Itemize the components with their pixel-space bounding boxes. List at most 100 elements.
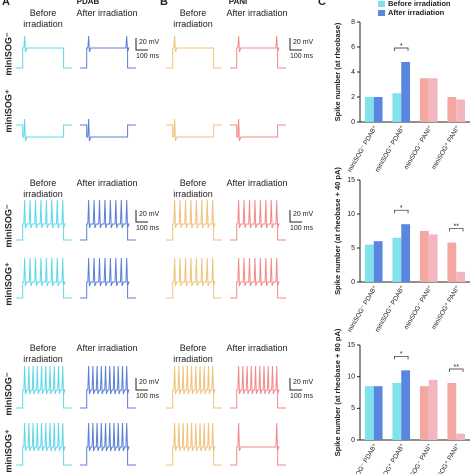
legend-swatch — [378, 10, 385, 16]
scale-label: 100 ms — [290, 53, 313, 60]
y-tick-label: 2 — [351, 94, 355, 101]
scale-bar — [135, 378, 148, 391]
x-tick-label: miniSOG⁻ PDAB⁺ — [347, 284, 380, 334]
bar — [456, 271, 466, 282]
scale-label: 100 ms — [290, 393, 313, 400]
bar — [456, 99, 466, 122]
y-tick-label: 0 — [351, 279, 355, 286]
y-tick-label: 15 — [347, 177, 355, 184]
voltage-trace — [80, 199, 136, 241]
legend-label: Before irradiation — [388, 0, 451, 8]
y-tick-label: 5 — [351, 245, 355, 252]
row-label: miniSOG⁺ — [3, 262, 13, 306]
row-label: miniSOG⁻ — [3, 204, 13, 248]
significance-label: * — [400, 351, 403, 358]
voltage-trace — [166, 199, 222, 241]
column-header: After irradiation — [226, 8, 288, 18]
bar — [364, 386, 374, 440]
y-tick-label: 8 — [351, 19, 355, 26]
voltage-trace — [80, 257, 136, 299]
voltage-trace — [16, 35, 72, 69]
bar — [428, 78, 438, 122]
column-header: After irradiation — [76, 178, 138, 188]
legend-swatch — [378, 1, 385, 7]
y-tick-label: 0 — [351, 437, 355, 444]
voltage-trace — [230, 35, 286, 69]
bar — [419, 386, 429, 440]
column-header: Before irradiation — [173, 343, 213, 364]
scale-label: 100 ms — [290, 225, 313, 232]
x-tick-label: miniSOG⁺ PDAB⁺ — [374, 124, 407, 174]
bar — [401, 62, 411, 122]
bar — [392, 237, 402, 282]
column-header: After irradiation — [226, 178, 288, 188]
voltage-trace — [230, 118, 286, 142]
x-tick-label: miniSOG⁻ PDAB⁺ — [347, 442, 380, 474]
panel-label: C — [318, 0, 326, 8]
scale-label: 20 mV — [293, 379, 314, 386]
bar — [428, 234, 438, 282]
voltage-trace — [230, 365, 286, 409]
scale-label: 20 mV — [139, 39, 160, 46]
voltage-trace — [80, 422, 136, 466]
x-tick-label: miniSOG⁻ PANI⁺ — [403, 442, 434, 474]
bar — [392, 383, 402, 440]
y-tick-label: 0 — [351, 119, 355, 126]
scale-label: 100 ms — [136, 53, 159, 60]
x-tick-label: miniSOG⁺ PANI⁺ — [431, 284, 462, 331]
voltage-trace — [16, 365, 72, 409]
significance-label: ** — [454, 223, 460, 230]
scale-bar — [135, 38, 148, 51]
row-label: miniSOG⁺ — [3, 429, 13, 473]
column-header: Before irradiation — [23, 178, 63, 199]
voltage-trace — [80, 35, 136, 69]
scale-label: 20 mV — [293, 39, 314, 46]
column-header: After irradiation — [76, 343, 138, 353]
panel-label: B — [160, 0, 168, 8]
y-tick-label: 5 — [351, 405, 355, 412]
voltage-trace — [16, 199, 72, 241]
scale-label: 100 ms — [136, 225, 159, 232]
y-axis-label: Spike number (at rheobase) — [333, 22, 342, 121]
voltage-trace — [166, 257, 222, 299]
voltage-trace — [166, 118, 222, 142]
column-header: After irradiation — [226, 343, 288, 353]
panel-title: PDAB — [77, 0, 100, 6]
significance-label: ** — [454, 364, 460, 371]
y-tick-label: 4 — [351, 69, 355, 76]
y-axis-label: Spike number (at rheobase + 40 pA) — [333, 167, 342, 295]
bar — [456, 433, 466, 440]
scale-bar — [289, 210, 302, 223]
bar — [419, 78, 429, 122]
significance-bracket — [394, 47, 409, 51]
scale-label: 20 mV — [139, 211, 160, 218]
scale-bar — [135, 210, 148, 223]
bar — [401, 370, 411, 440]
scale-label: 20 mV — [293, 211, 314, 218]
x-tick-label: miniSOG⁺ PDAB⁺ — [374, 284, 407, 334]
legend-label: After irradiation — [388, 8, 445, 17]
panel-title: PANI — [229, 0, 248, 6]
row-label: miniSOG⁻ — [3, 32, 13, 76]
x-tick-label: miniSOG⁻ PANI⁺ — [403, 124, 434, 171]
bar — [401, 224, 411, 282]
significance-bracket — [449, 368, 464, 372]
row-label: miniSOG⁺ — [3, 89, 13, 133]
x-tick-label: miniSOG⁺ PDAB⁺ — [374, 442, 407, 474]
voltage-trace — [16, 257, 72, 299]
y-tick-label: 10 — [347, 374, 355, 381]
voltage-trace — [230, 257, 286, 299]
significance-bracket — [394, 209, 409, 214]
y-tick-label: 10 — [347, 211, 355, 218]
voltage-trace — [16, 118, 72, 142]
voltage-trace — [166, 35, 222, 69]
voltage-trace — [16, 422, 72, 466]
scale-bar — [289, 38, 302, 51]
bar — [447, 383, 457, 440]
x-tick-label: miniSOG⁺ PANI⁺ — [431, 124, 462, 171]
bar — [364, 244, 374, 282]
scale-label: 20 mV — [139, 379, 160, 386]
column-header: Before irradiation — [23, 8, 63, 29]
bar — [364, 97, 374, 122]
